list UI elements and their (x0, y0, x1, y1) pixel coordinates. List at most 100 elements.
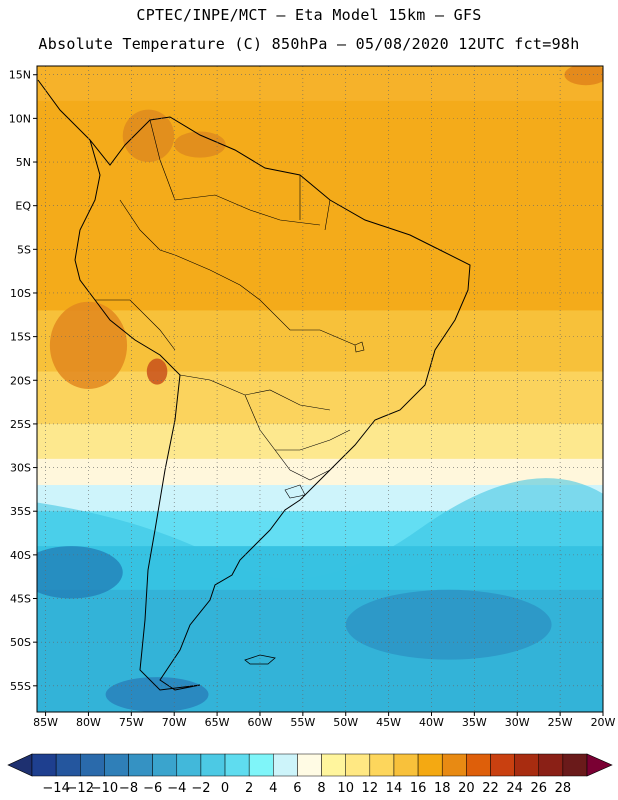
colorbar-label: −6 (143, 781, 162, 796)
colorbar-swatch (466, 753, 491, 777)
colorbar-label: 2 (245, 781, 253, 796)
colorbar-label: −4 (167, 781, 186, 796)
lon-tick-label: 30W (505, 716, 530, 729)
lon-tick-label: 35W (462, 716, 487, 729)
lat-tick-label: 15S (10, 331, 31, 344)
colorbar-swatch (441, 753, 467, 777)
colorbar-swatch (152, 753, 178, 777)
colorbar-swatch (224, 753, 250, 777)
colorbar-label: 26 (530, 781, 547, 796)
lat-tick-label: 55S (10, 680, 31, 693)
colorbar-swatch (514, 753, 539, 777)
lagoons (284, 341, 365, 499)
colorbar-label: 18 (434, 781, 451, 796)
colorbar-label: −10 (91, 781, 118, 796)
colorbar-label: 6 (293, 781, 301, 796)
temperature-band (37, 458, 603, 487)
colorbar-label: −8 (119, 781, 138, 796)
cold-anomaly (105, 677, 209, 712)
falkland-islands (244, 654, 276, 665)
colorbar-swatch (248, 753, 274, 777)
lat-tick-label: EQ (15, 200, 31, 213)
lat-tick-label: 30S (10, 462, 31, 475)
colorbar-swatch (80, 753, 105, 777)
colorbar-swatch (538, 753, 564, 777)
colorbar-label: 20 (458, 781, 475, 796)
lon-tick-label: 55W (290, 716, 315, 729)
colorbar-label: 16 (410, 781, 427, 796)
lat-tick-label: 50S (10, 636, 31, 649)
colorbar-swatch (55, 753, 81, 777)
temperature-colorbar: −14−12−10 −8 −6 −4 −2 0 2 4 6 8 10 12 14 16 18 20 22 24 26… (7, 753, 613, 796)
cold-anomaly (345, 589, 552, 660)
temperature-band (37, 100, 603, 312)
warm-anomaly (122, 109, 175, 163)
colorbar-swatch (297, 753, 322, 777)
colorbar-label: 4 (269, 781, 277, 796)
colorbar-swatch (369, 753, 395, 777)
lon-tick-label: 60W (248, 716, 273, 729)
lon-tick-label: 45W (376, 716, 401, 729)
colorbar-label: 8 (317, 781, 325, 796)
lon-tick-label: 25W (548, 716, 573, 729)
colorbar-swatch (562, 753, 588, 777)
colorbar-label: −14 (42, 781, 69, 796)
lat-tick-label: 15N (9, 69, 31, 82)
lon-tick-label: 80W (76, 716, 101, 729)
lat-tick-label: 25S (10, 418, 31, 431)
colorbar-label: −12 (67, 781, 94, 796)
colorbar-label: 24 (506, 781, 523, 796)
cold-anomaly (37, 546, 123, 599)
lat-tick-label: 10N (9, 112, 31, 125)
lon-tick-label: 85W (33, 716, 58, 729)
colorbar-label: 12 (362, 781, 379, 796)
colorbar-label: 22 (482, 781, 499, 796)
latitude-axis: 15N 10N 5N EQ 5S 10S 15S 20S 25S 30S 35S 40S 45S 50S 5… (9, 69, 37, 693)
longitude-axis: 85W 80W 75W 70W 65W 60W 55W 50W 45W 40W 35W 30W 25W 2… (33, 712, 616, 729)
colorbar-swatch (345, 753, 371, 777)
lon-tick-label: 65W (205, 716, 230, 729)
colorbar-swatch (200, 753, 226, 777)
warm-anomaly (49, 301, 128, 389)
colorbar-label: 10 (337, 781, 354, 796)
warm-anomaly (564, 66, 603, 86)
lat-tick-label: 10S (10, 287, 31, 300)
colorbar-swatch (393, 753, 419, 777)
colorbar-swatch (128, 753, 153, 777)
temperature-field (37, 66, 603, 712)
colorbar-swatch (490, 753, 515, 777)
country-borders (95, 119, 356, 481)
colorbar-swatch (273, 753, 298, 777)
colorbar-swatch (417, 753, 443, 777)
temperature-map: 15N 10N 5N EQ 5S 10S 15S 20S 25S 30S 35S 40S 45S 50S 5… (9, 65, 616, 729)
lon-tick-label: 50W (333, 716, 358, 729)
colorbar-swatch (321, 753, 346, 777)
colorbar-label: 14 (386, 781, 403, 796)
colorbar-swatch (104, 753, 129, 777)
temperature-band (37, 423, 603, 460)
map-frame (36, 65, 604, 713)
colorbar-under-arrow (7, 753, 33, 777)
colorbar-over-arrow (586, 753, 613, 777)
colorbar-label: 0 (221, 781, 229, 796)
lon-tick-label: 20W (591, 716, 616, 729)
colorbar-swatch (31, 753, 57, 777)
warm-anomaly (146, 358, 168, 385)
title-line-2: Absolute Temperature (C) 850hPa – 05/08/… (38, 35, 580, 53)
lat-tick-label: 35S (10, 505, 31, 518)
warm-anomaly (174, 131, 226, 158)
title-line-1: CPTEC/INPE/MCT – Eta Model 15km – GFS (136, 6, 482, 24)
colorbar-label: 28 (555, 781, 572, 796)
lat-tick-label: 5N (16, 156, 31, 169)
lon-tick-label: 40W (419, 716, 444, 729)
lat-tick-label: 5S (17, 243, 31, 256)
temperature-band (37, 371, 603, 425)
colorbar-label: −2 (191, 781, 210, 796)
lat-tick-label: 40S (10, 549, 31, 562)
lon-tick-label: 70W (162, 716, 187, 729)
lon-tick-label: 75W (119, 716, 144, 729)
lat-tick-label: 45S (10, 593, 31, 606)
colorbar-swatch (176, 753, 202, 777)
lat-tick-label: 20S (10, 374, 31, 387)
temperature-band (37, 66, 603, 102)
